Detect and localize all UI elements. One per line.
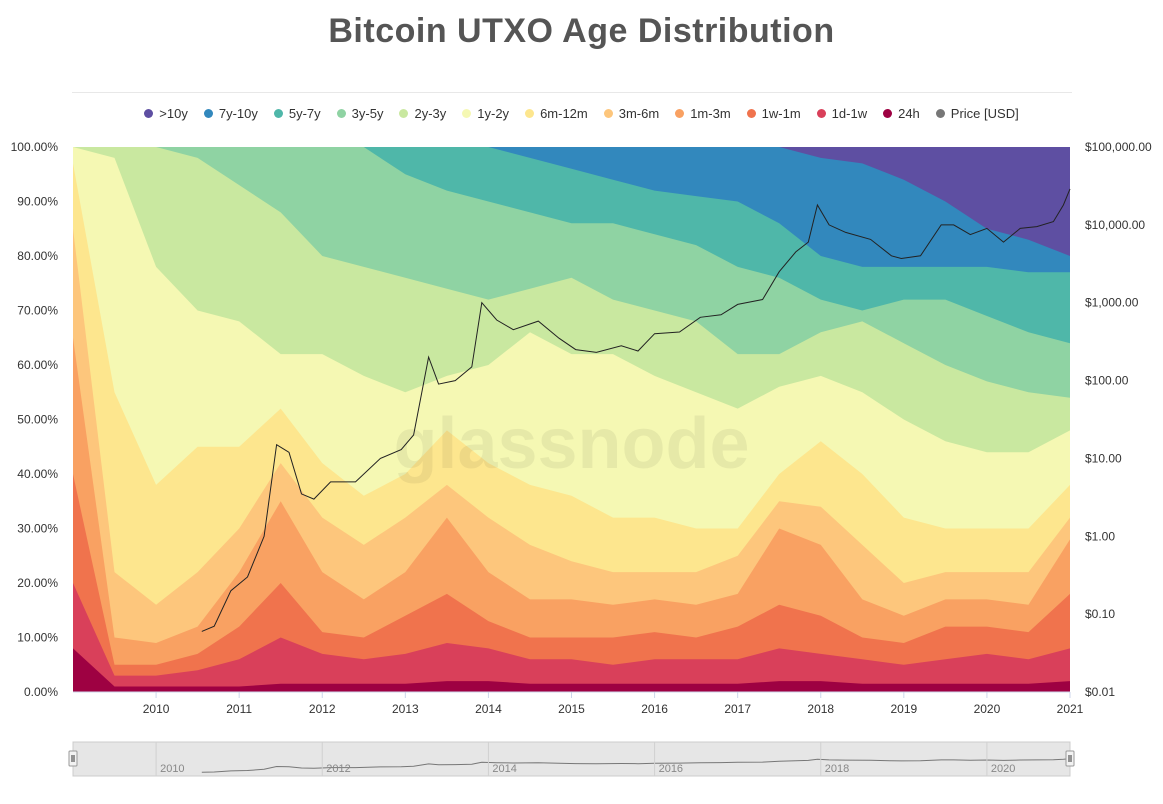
- x-tick-label: 2014: [475, 702, 502, 716]
- y-tick-label: 60.00%: [17, 358, 58, 372]
- legend-label: 24h: [898, 106, 920, 121]
- y2-tick-label: $100.00: [1085, 374, 1129, 388]
- area-series-1w-1m: [73, 474, 1070, 692]
- x-tick-label: 2018: [807, 702, 834, 716]
- navigator-tick-label: 2016: [659, 763, 683, 775]
- legend-swatch: [273, 109, 283, 118]
- legend-label: 3y-5y: [351, 106, 384, 121]
- legend-label: 1m-3m: [690, 106, 731, 121]
- legend-swatch: [816, 109, 826, 118]
- area-series-1d-1w: [73, 583, 1070, 692]
- legend-swatch: [746, 109, 756, 118]
- chart-title: Bitcoin UTXO Age Distribution: [328, 12, 835, 50]
- watermark-text: glassnode: [393, 404, 749, 484]
- legend-item[interactable]: 6m-12m: [525, 106, 588, 121]
- legend-label: >10y: [159, 106, 188, 121]
- range-navigator[interactable]: 2010 2012 2014 2016 2018 2020: [0, 738, 1163, 780]
- legend-label: 1y-2y: [477, 106, 510, 121]
- legend-swatch: [399, 109, 409, 118]
- y-tick-label: 80.00%: [17, 249, 58, 263]
- y-tick-label: 20.00%: [17, 576, 58, 590]
- legend-item[interactable]: 2y-3y: [399, 106, 446, 121]
- legend-item[interactable]: 1w-1m: [746, 106, 801, 121]
- legend-label: Price [USD]: [950, 106, 1019, 121]
- x-tick-label: 2013: [392, 702, 419, 716]
- y-tick-label: 10.00%: [17, 631, 58, 645]
- legend-item[interactable]: 24h: [883, 106, 920, 121]
- legend-item[interactable]: 1d-1w: [816, 106, 868, 121]
- area-series-1m-3m: [73, 337, 1070, 692]
- navigator-tick-label: 2010: [160, 763, 184, 775]
- legend-label: 6m-12m: [540, 106, 588, 121]
- legend-item[interactable]: 7y-10y: [203, 106, 258, 121]
- legend-swatch: [603, 109, 613, 118]
- area-series-24h: [73, 648, 1070, 692]
- y-tick-label: 40.00%: [17, 467, 58, 481]
- y2-tick-label: $1.00: [1085, 529, 1115, 543]
- y2-tick-label: $0.01: [1085, 685, 1115, 699]
- navigator-tick-label: 2018: [825, 763, 849, 775]
- legend-item[interactable]: >10y: [144, 106, 188, 121]
- x-tick-label: 2021: [1057, 702, 1084, 716]
- legend-item[interactable]: 3m-6m: [603, 106, 660, 121]
- y2-tick-label: $0.10: [1085, 607, 1115, 621]
- legend-item[interactable]: Price [USD]: [935, 106, 1019, 121]
- y-tick-label: 90.00%: [17, 195, 58, 209]
- legend-swatch: [336, 109, 346, 118]
- legend-swatch: [462, 109, 472, 118]
- legend-swatch: [525, 109, 535, 118]
- navigator-tick-label: 2020: [991, 763, 1015, 775]
- x-tick-label: 2010: [143, 702, 170, 716]
- legend-item[interactable]: 1y-2y: [462, 106, 509, 121]
- navigator-tick-label: 2014: [492, 763, 516, 775]
- y-tick-label: 70.00%: [17, 304, 58, 318]
- legend-swatch: [675, 109, 685, 118]
- legend: >10y 7y-10y 5y-7y 3y-5y 2y-3y 1y-2y 6m-12m 3m-6…: [0, 106, 1163, 121]
- x-tick-label: 2015: [558, 702, 585, 716]
- legend-label: 2y-3y: [414, 106, 447, 121]
- legend-label: 5y-7y: [288, 106, 321, 121]
- y-tick-label: 100.00%: [11, 140, 59, 154]
- y2-tick-label: $10,000.00: [1085, 218, 1145, 232]
- legend-swatch: [203, 109, 213, 118]
- y-tick-label: 0.00%: [24, 685, 58, 699]
- navigator-handle-right[interactable]: [1065, 750, 1075, 767]
- chart-plot: glassnode 0.00% 10.00% 20.00% 30.00% 40.00% 50…: [11, 140, 1152, 716]
- price-line: [201, 188, 1071, 632]
- navigator-handle-left[interactable]: [68, 750, 78, 767]
- x-tick-label: 2017: [724, 702, 751, 716]
- x-tick-label: 2012: [309, 702, 336, 716]
- y2-tick-label: $100,000.00: [1085, 140, 1152, 154]
- y2-tick-label: $10.00: [1085, 451, 1122, 465]
- legend-item[interactable]: 5y-7y: [273, 106, 321, 121]
- legend-item[interactable]: 3y-5y: [336, 106, 384, 121]
- legend-swatch: [935, 109, 945, 118]
- legend-swatch: [883, 109, 893, 118]
- x-tick-label: 2019: [890, 702, 917, 716]
- legend-label: 1d-1w: [831, 106, 868, 121]
- navigator-background: [72, 741, 1071, 777]
- x-tick-label: 2011: [226, 702, 252, 716]
- legend-item[interactable]: 1m-3m: [675, 106, 731, 121]
- y-tick-label: 50.00%: [17, 413, 58, 427]
- legend-divider: [72, 92, 1072, 93]
- navigator-tick-label: 2012: [326, 763, 350, 775]
- legend-label: 3m-6m: [618, 106, 660, 121]
- x-tick-label: 2020: [974, 702, 1001, 716]
- navigator-price-line: [201, 758, 1071, 773]
- legend-swatch: [144, 109, 154, 118]
- y2-tick-label: $1,000.00: [1085, 296, 1139, 310]
- legend-label: 7y-10y: [218, 106, 258, 121]
- legend-label: 1w-1m: [761, 106, 801, 121]
- x-tick-label: 2016: [641, 702, 668, 716]
- y-tick-label: 30.00%: [17, 522, 58, 536]
